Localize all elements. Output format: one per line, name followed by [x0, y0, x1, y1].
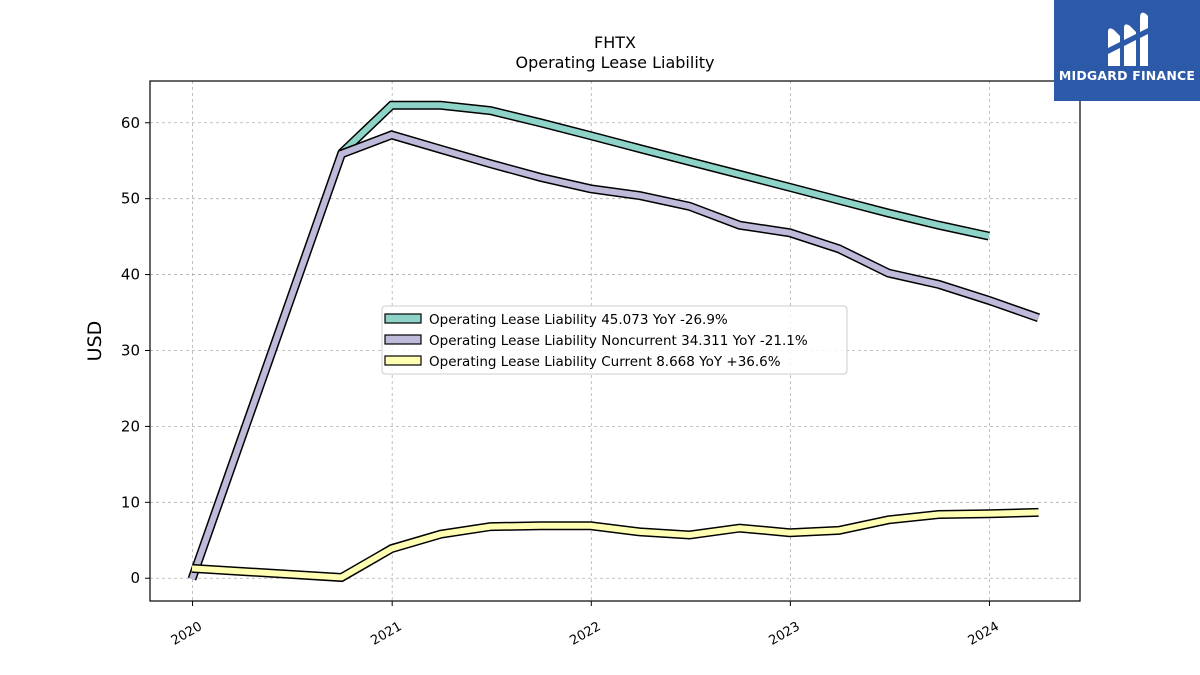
legend-swatch: [384, 334, 422, 345]
x-tick-label: 2020: [169, 619, 205, 649]
series-line: [339, 102, 990, 240]
series-outline: [191, 507, 1039, 583]
x-axis-ticks: 2020 2021 2022 2023 2024: [169, 601, 1002, 649]
brand-logo: MIDGARD FINANCE: [1054, 0, 1200, 101]
legend-label: Operating Lease Liability 45.073 YoY -26…: [429, 312, 728, 328]
series-line: [191, 509, 1039, 581]
y-tick-label: 30: [121, 341, 140, 359]
y-tick-label: 20: [121, 417, 140, 435]
y-tick-label: 0: [130, 569, 140, 587]
series-line: [189, 131, 1040, 580]
x-tick-label: 2021: [368, 619, 404, 649]
legend-label: Operating Lease Liability Current 8.668 …: [429, 354, 781, 370]
plot-frame: [149, 80, 1081, 602]
y-tick-label: 60: [121, 114, 140, 132]
y-tick-label: 10: [121, 493, 140, 511]
chart-title: FHTX: [594, 33, 636, 52]
x-tick-label: 2023: [767, 619, 803, 649]
legend-swatch: [384, 355, 422, 366]
x-tick-label: 2022: [567, 619, 603, 649]
y-tick-label: 40: [121, 266, 140, 284]
y-tick-label: 50: [121, 190, 140, 208]
logo-icon: [1108, 12, 1148, 67]
x-tick-label: 2024: [966, 619, 1002, 649]
legend-swatch: [384, 313, 422, 324]
legend-label: Operating Lease Liability Noncurrent 34.…: [429, 333, 808, 349]
brand-name: MIDGARD FINANCE: [1058, 68, 1196, 83]
legend: Operating Lease Liability 45.073 YoY -26…: [381, 305, 848, 375]
y-axis-label: USD: [84, 321, 106, 362]
legend-box: [381, 305, 848, 375]
y-axis-ticks: 0 10 20 30 40 50 60: [121, 114, 150, 587]
chart-subtitle: Operating Lease Liability: [515, 53, 714, 72]
series-lines: [187, 100, 1040, 583]
